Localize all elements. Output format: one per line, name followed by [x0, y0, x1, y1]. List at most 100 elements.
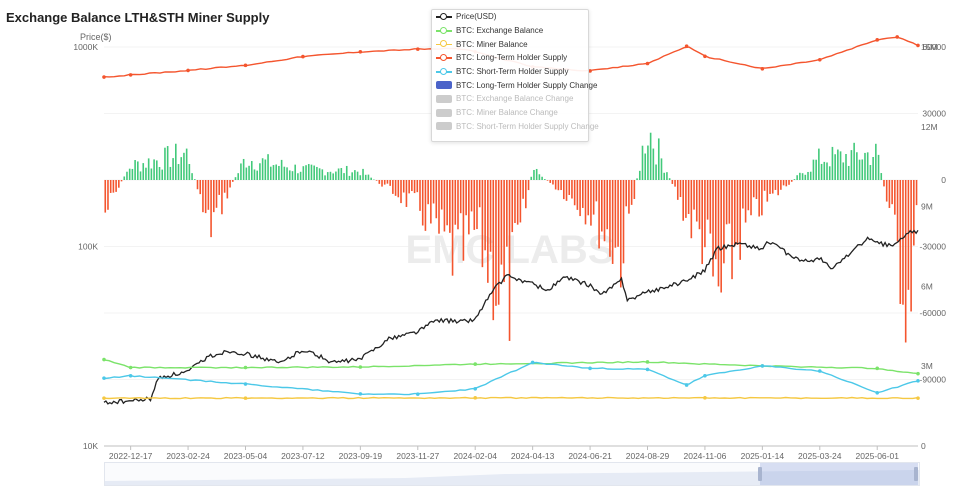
- price-tick-label: 10K: [83, 441, 98, 451]
- lth-change-bar: [736, 180, 739, 245]
- x-tick-label: 2022-12-17: [109, 451, 153, 461]
- lth-change-bar: [397, 180, 400, 198]
- lth-change-bar: [782, 180, 785, 186]
- lth-change-bar: [511, 180, 514, 233]
- btc-short-term-holder-supply-point: [358, 392, 363, 396]
- lth-change-bar: [438, 180, 440, 234]
- lth-change-bar: [291, 171, 294, 180]
- change-tick-label: -90000: [920, 375, 947, 385]
- legend-item[interactable]: BTC: Miner Balance Change: [432, 106, 588, 120]
- lth-change-bar: [522, 180, 524, 199]
- lth-change-bar: [457, 180, 459, 230]
- x-tick-label: 2024-08-29: [626, 451, 670, 461]
- lth-change-bar: [503, 180, 505, 283]
- lth-change-bar: [568, 180, 571, 195]
- legend-item[interactable]: BTC: Exchange Balance Change: [432, 92, 588, 106]
- slider-window[interactable]: [760, 463, 918, 485]
- btc-long-term-holder-supply-point: [301, 54, 305, 59]
- legend-item[interactable]: BTC: Short-Term Holder Supply Change: [432, 120, 599, 134]
- lth-change-bar: [788, 180, 790, 185]
- btc-short-term-holder-supply-line: [103, 361, 919, 396]
- lth-change-bar: [875, 143, 877, 180]
- btc-short-term-holder-supply-point: [415, 392, 420, 396]
- legend-item[interactable]: BTC: Exchange Balance: [432, 24, 588, 38]
- lth-change-bar: [565, 180, 568, 201]
- lth-change-bar: [107, 180, 109, 210]
- legend-item[interactable]: BTC: Long-Term Holder Supply: [432, 51, 588, 65]
- lth-change-bar: [389, 180, 391, 186]
- lth-change-bar: [685, 180, 687, 218]
- lth-change-bar: [614, 180, 617, 248]
- lth-change-bar: [807, 171, 809, 180]
- lth-change-bar: [177, 164, 180, 180]
- lth-change-bar: [432, 180, 435, 204]
- lth-change-bar: [630, 180, 633, 205]
- legend-item[interactable]: BTC: Long-Term Holder Supply Change: [432, 78, 597, 92]
- btc-short-term-holder-supply-point: [916, 379, 920, 383]
- lth-change-bar: [137, 161, 139, 180]
- lth-change-bar: [318, 168, 321, 180]
- lth-change-bar: [801, 173, 804, 180]
- lth-change-bar: [657, 138, 660, 180]
- lth-change-bar: [563, 180, 565, 200]
- price-tick-label: 1000K: [73, 42, 98, 52]
- lth-change-bar: [424, 180, 427, 231]
- btc-short-term-holder-supply-point: [684, 383, 689, 387]
- lth-change-bar: [278, 165, 280, 180]
- btc-long-term-holder-supply-point: [128, 73, 133, 77]
- lth-change-bar: [419, 180, 421, 211]
- lth-change-bar: [907, 180, 910, 290]
- legend-item[interactable]: Price(USD): [432, 10, 588, 24]
- lth-change-bar: [405, 180, 408, 207]
- zoom-range-slider[interactable]: [104, 462, 920, 486]
- lth-change-bar: [582, 180, 584, 208]
- legend-item[interactable]: BTC: Miner Balance: [432, 37, 588, 51]
- lth-change-bar: [416, 180, 419, 193]
- btc-miner-balance-point: [473, 396, 478, 400]
- lth-change-bar: [218, 180, 221, 195]
- lth-change-bar: [693, 180, 695, 210]
- lth-change-bar: [196, 180, 199, 190]
- lth-change-bar: [345, 165, 348, 180]
- lth-change-bar: [587, 180, 590, 216]
- lth-change-bar: [652, 148, 655, 180]
- lth-change-bar: [758, 180, 760, 217]
- legend-label: BTC: Exchange Balance Change: [456, 94, 574, 104]
- lth-change-bar: [348, 175, 351, 180]
- lth-change-bar: [188, 164, 191, 180]
- slider-left-handle[interactable]: [758, 467, 763, 481]
- lth-change-bar: [229, 180, 231, 188]
- lth-change-bar: [777, 180, 779, 196]
- lth-change-bar: [571, 180, 573, 199]
- lth-change-bar: [644, 153, 647, 180]
- lth-change-bar: [590, 180, 592, 226]
- lth-change-bar: [576, 180, 579, 210]
- lth-change-bar: [598, 180, 600, 249]
- lth-change-bar: [815, 159, 817, 180]
- lth-change-bar: [215, 180, 218, 208]
- legend-item[interactable]: BTC: Short-Term Holder Supply: [432, 65, 588, 79]
- lth-change-bar: [104, 180, 107, 213]
- slider-right-handle[interactable]: [914, 467, 918, 481]
- btc-long-term-holder-supply-point: [358, 49, 363, 54]
- btc-exchange-balance-point: [102, 357, 106, 362]
- lth-change-bar: [638, 170, 641, 180]
- lth-change-bar: [430, 180, 432, 224]
- legend-label: BTC: Miner Balance: [456, 39, 528, 49]
- lth-change-bar: [364, 174, 367, 180]
- lth-change-bar: [894, 180, 896, 215]
- lth-change-bar: [400, 180, 402, 204]
- x-tick-label: 2024-02-04: [453, 451, 497, 461]
- lth-change-bar: [481, 180, 484, 268]
- lth-change-bar: [427, 180, 429, 205]
- btc-long-term-holder-supply-point: [684, 44, 689, 49]
- change-tick-label: 0: [941, 175, 946, 185]
- btc-short-term-holder-supply-point: [473, 387, 478, 391]
- change-tick-label: -60000: [920, 308, 947, 318]
- lth-change-bar: [109, 180, 112, 193]
- lth-change-bar: [470, 180, 473, 212]
- lth-change-bar: [316, 166, 318, 180]
- lth-change-bar: [837, 149, 839, 180]
- lth-change-bar: [234, 177, 237, 180]
- lth-change-bar: [516, 180, 519, 225]
